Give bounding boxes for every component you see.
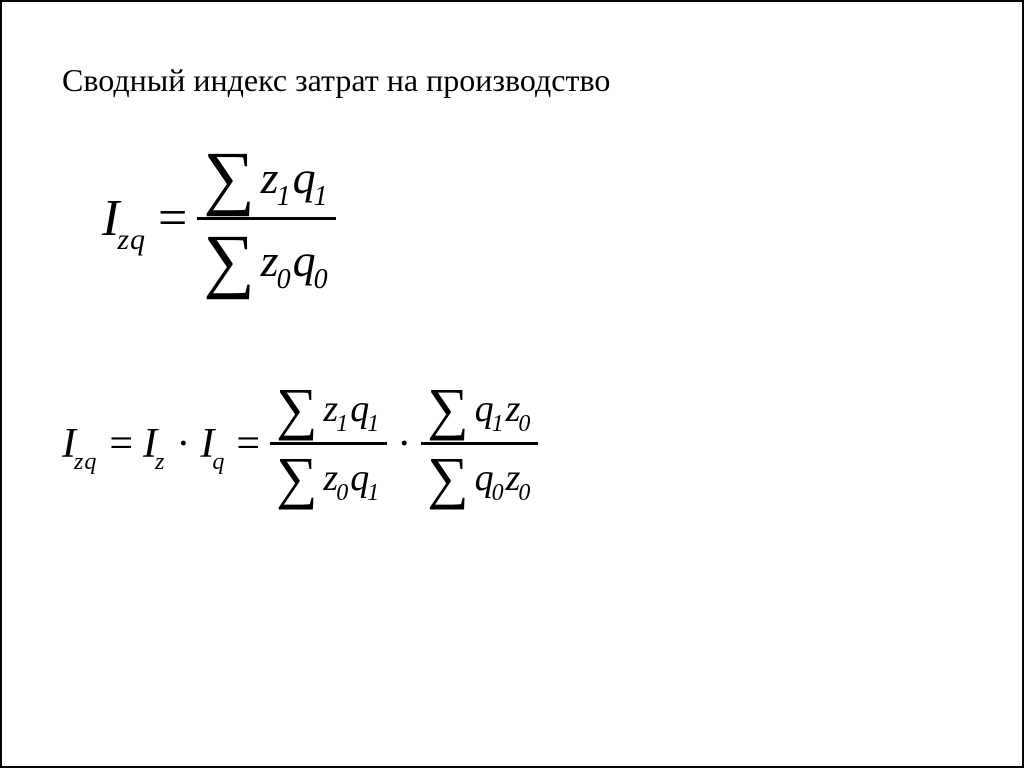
term-q0: q 0 xyxy=(293,234,330,287)
multiply-dot: · xyxy=(166,420,200,468)
slide-frame: Сводный индекс затрат на производство I … xyxy=(0,0,1024,768)
term-q1: q 1 xyxy=(350,456,381,500)
term-z1: z 1 xyxy=(261,151,293,204)
sub-1: 1 xyxy=(367,411,379,438)
sub-zq: zq xyxy=(117,223,146,257)
fraction-2b: ∑ q 1 z 0 ∑ q 0 z 0 xyxy=(421,378,538,509)
sub-1: 1 xyxy=(367,480,379,507)
equals-sign: = xyxy=(226,420,270,468)
fraction-1: ∑ z 1 q 1 ∑ z 0 q 0 xyxy=(197,139,335,298)
slide-title: Сводный индекс затрат на производство xyxy=(62,62,962,99)
sigma-icon: ∑ xyxy=(203,224,260,296)
formula-1: I zq = ∑ z 1 q 1 ∑ z 0 xyxy=(102,139,962,298)
sigma-icon: ∑ xyxy=(203,141,260,213)
denominator-2a: ∑ z 0 q 1 xyxy=(270,447,387,509)
fraction-2a: ∑ z 1 q 1 ∑ z 0 q 1 xyxy=(270,378,387,509)
sigma-icon: ∑ xyxy=(276,449,323,507)
sub-1: 1 xyxy=(314,181,328,213)
var-q: q xyxy=(293,234,316,287)
term-z1: z 1 xyxy=(323,387,350,431)
sigma-icon: ∑ xyxy=(427,449,474,507)
term-q1: q 1 xyxy=(475,387,506,431)
term-q0: q 0 xyxy=(475,456,506,500)
numerator-2a: ∑ z 1 q 1 xyxy=(270,378,387,440)
sub-zq: zq xyxy=(74,449,97,476)
sub-1: 1 xyxy=(277,181,291,213)
lhs-I-zq: I zq xyxy=(62,420,99,468)
term-I-q: I q xyxy=(200,420,226,468)
term-z0: z 0 xyxy=(323,456,350,500)
sub-1: 1 xyxy=(336,411,348,438)
term-z0: z 0 xyxy=(506,456,533,500)
numerator-1: ∑ z 1 q 1 xyxy=(197,139,335,215)
var-q: q xyxy=(293,151,316,204)
term-q1: q 1 xyxy=(350,387,381,431)
multiply-dot: · xyxy=(387,420,421,468)
numerator-2b: ∑ q 1 z 0 xyxy=(421,378,538,440)
sub-z: z xyxy=(155,449,164,476)
term-I-z: I z xyxy=(143,420,166,468)
term-z0: z 0 xyxy=(506,387,533,431)
denominator-2b: ∑ q 0 z 0 xyxy=(421,447,538,509)
denominator-1: ∑ z 0 q 0 xyxy=(197,222,335,298)
formula-2: I zq = I z · I q = ∑ z 1 q 1 xyxy=(62,378,962,509)
term-q1: q 1 xyxy=(293,151,330,204)
sigma-icon: ∑ xyxy=(276,380,323,438)
term-z0: z 0 xyxy=(261,234,293,287)
sub-0: 0 xyxy=(492,480,504,507)
sub-q: q xyxy=(212,449,224,476)
sub-0: 0 xyxy=(314,264,328,296)
equals-sign: = xyxy=(99,420,143,468)
sigma-icon: ∑ xyxy=(427,380,474,438)
sub-0: 0 xyxy=(336,480,348,507)
equals-sign: = xyxy=(148,189,197,248)
sub-0: 0 xyxy=(277,264,291,296)
lhs-I-zq: I zq xyxy=(102,189,148,248)
sub-0: 0 xyxy=(518,480,530,507)
sub-0: 0 xyxy=(518,411,530,438)
sub-1: 1 xyxy=(492,411,504,438)
